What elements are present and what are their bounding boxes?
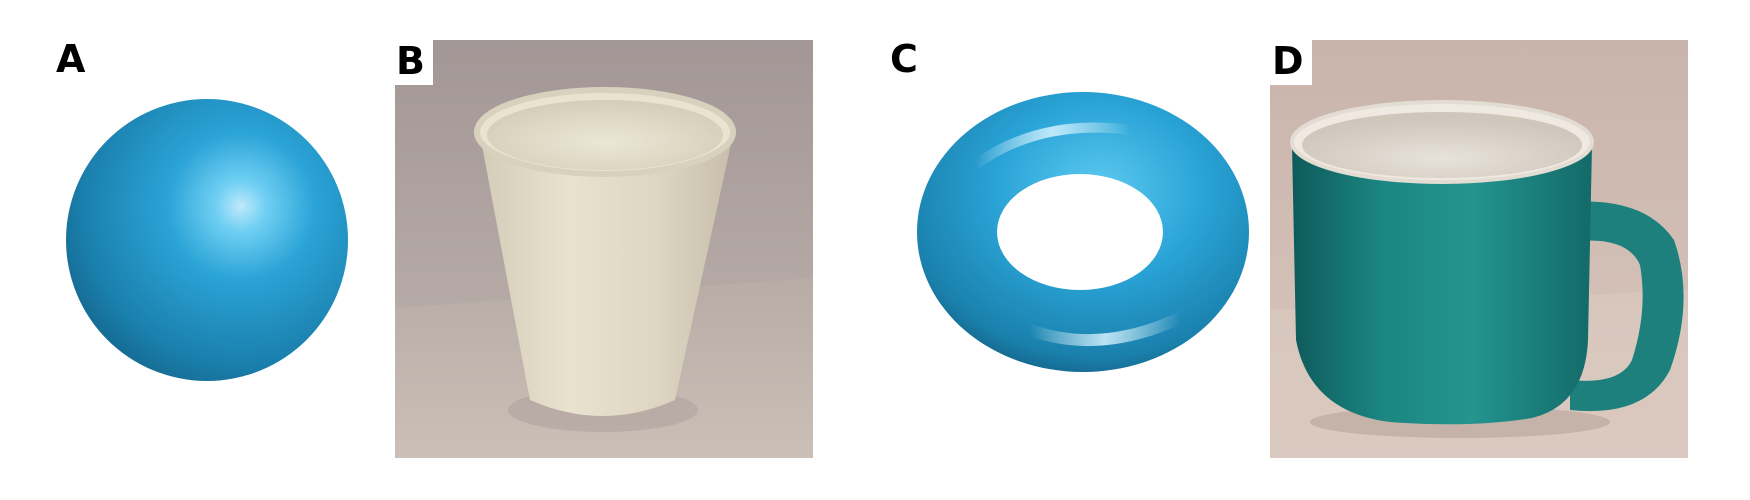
panel-b: B xyxy=(395,40,813,458)
panel-c: C xyxy=(880,0,1280,500)
panel-d-label: D xyxy=(1272,39,1304,83)
panel-c-label: C xyxy=(890,37,918,81)
sphere-shape xyxy=(66,99,348,381)
panel-d: D xyxy=(1270,40,1688,458)
mug-photo xyxy=(1270,40,1688,458)
sphere-render xyxy=(66,99,348,381)
panel-a-label: A xyxy=(56,37,86,81)
paper-cup-photo xyxy=(395,40,813,458)
torus-render xyxy=(917,92,1249,372)
panel-a: A xyxy=(0,0,380,500)
torus-shape xyxy=(917,92,1249,372)
panel-b-label: B xyxy=(396,39,425,83)
